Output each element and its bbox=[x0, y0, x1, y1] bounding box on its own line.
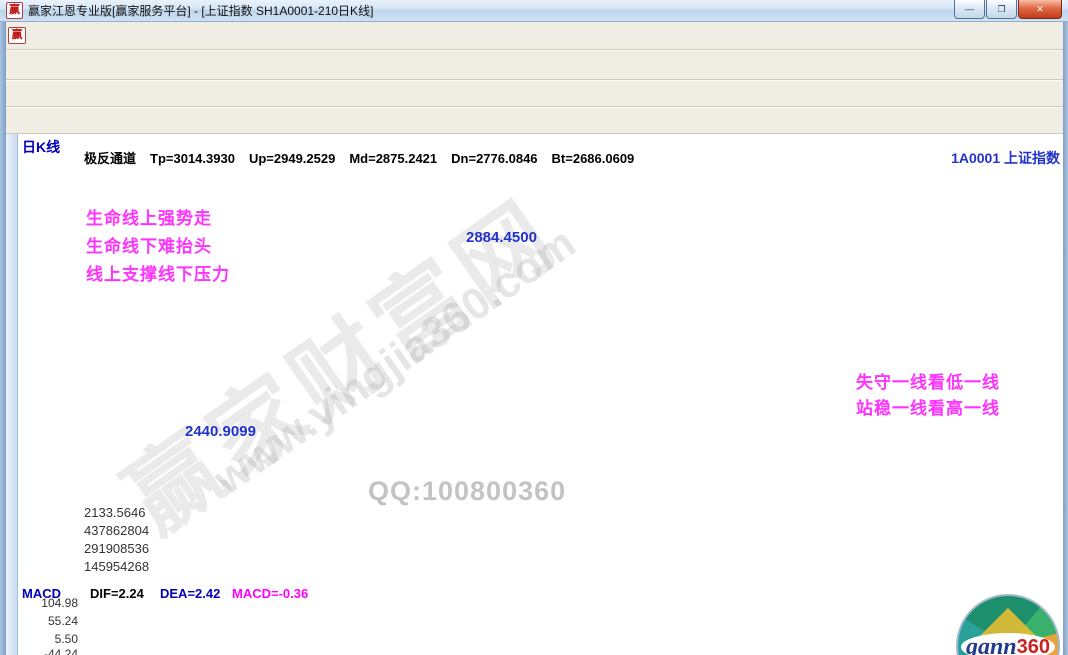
macd-scale-label: 5.50 bbox=[54, 632, 78, 646]
logo-band: gann 360 bbox=[961, 633, 1055, 655]
macd-dif-value: DIF=2.24 bbox=[90, 586, 144, 601]
indicator-up-value: Up=2949.2529 bbox=[248, 151, 336, 166]
indicator-readout: 极反通道 Tp=3014.3930 Up=2949.2529 Md=2875.2421… bbox=[84, 148, 648, 167]
macd-scale-label: 55.24 bbox=[47, 614, 78, 628]
price-label-low: 2440.9099 bbox=[185, 423, 256, 440]
window-left-border bbox=[0, 22, 6, 655]
volume-scale-label: 145954268 bbox=[84, 559, 150, 574]
logo-text-gann: gann bbox=[965, 633, 1017, 655]
window-right-border bbox=[1063, 22, 1068, 655]
indicator-dn-value: Dn=2776.0846 bbox=[451, 151, 538, 166]
macd-scale-label: -44.24 bbox=[43, 647, 78, 655]
indicator-bt-value: Bt=2686.0609 bbox=[551, 151, 635, 166]
indicator-name: 极反通道 bbox=[84, 151, 137, 166]
volume-scale-label: 437862804 bbox=[84, 523, 150, 538]
qq-watermark: QQ:100800360 bbox=[368, 476, 567, 506]
logo-text-360: 360 bbox=[1016, 635, 1051, 655]
maximize-button[interactable]: ❐ bbox=[986, 0, 1017, 19]
annotation-right: 失守一线看低一线 站稳一线看高一线 bbox=[856, 373, 1000, 418]
left-panel-strip[interactable] bbox=[6, 134, 18, 655]
macd-histogram-value: MACD=-0.36 bbox=[232, 586, 309, 601]
indicator-md-value: Md=2875.2421 bbox=[349, 151, 438, 166]
draw-toolbar bbox=[0, 107, 1068, 134]
macd-scale-label: 104.98 bbox=[41, 596, 78, 610]
volume-scale-label: 291908536 bbox=[84, 541, 150, 556]
main-toolbar bbox=[0, 50, 1068, 80]
indicator-tp-value: Tp=3014.3930 bbox=[150, 151, 235, 166]
macd-dea-value: DEA=2.42 bbox=[160, 586, 221, 601]
close-button[interactable]: ✕ bbox=[1018, 0, 1062, 19]
brand-icon: 赢 bbox=[8, 27, 26, 44]
pane-label-daily-kline: 日K线 bbox=[22, 139, 61, 155]
app-icon: 赢 bbox=[6, 2, 23, 19]
menu-bar: 赢 bbox=[0, 22, 1068, 50]
price-floor-label: 2133.5646 bbox=[84, 505, 146, 520]
price-label-high: 2884.4500 bbox=[466, 229, 537, 246]
window-title: 赢家江恩专业版[赢家服务平台] - [上证指数 SH1A0001-210日K线] bbox=[28, 4, 374, 18]
tools-toolbar bbox=[0, 80, 1068, 107]
symbol-label: 1A0001 上证指数 bbox=[951, 150, 1060, 166]
chart-region: 赢家财富网 www.yingjia360.com QQ:100800360 日K… bbox=[0, 134, 1068, 655]
minimize-button[interactable]: — bbox=[954, 0, 985, 19]
title-bar[interactable]: 赢 赢家江恩专业版[赢家服务平台] - [上证指数 SH1A0001-210日K… bbox=[0, 0, 1068, 22]
macd-pane-title: MACD bbox=[22, 586, 61, 601]
annotation-left: 生命线上强势走 生命线下难抬头 线上支撑线下压力 bbox=[86, 209, 230, 284]
